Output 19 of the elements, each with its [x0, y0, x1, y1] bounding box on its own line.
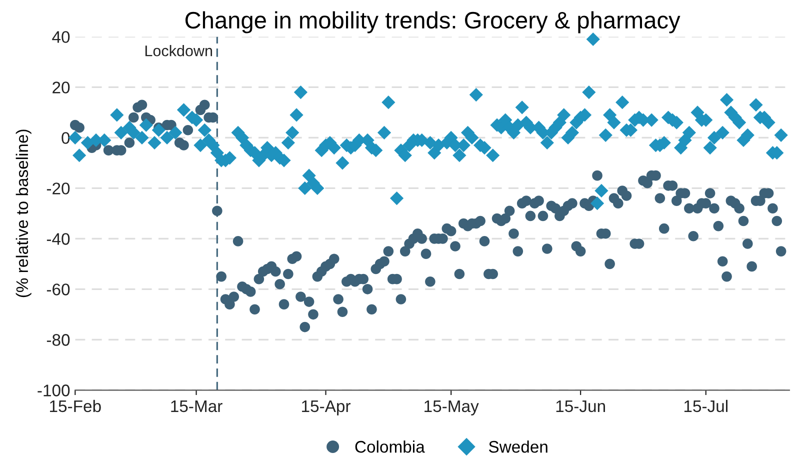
y-tick-label: -40 — [46, 233, 70, 245]
y-axis-title: (% relative to baseline) — [16, 130, 32, 298]
legend-label: Colombia — [355, 440, 425, 453]
x-tick-label: 15-Apr — [302, 400, 351, 416]
x-tick-label: 15-Mar — [171, 400, 222, 412]
y-tick-label: -20 — [46, 182, 70, 194]
legend-label: Sweden — [488, 440, 548, 453]
y-tick-label: -80 — [46, 334, 70, 346]
y-tick-label: 20 — [52, 82, 70, 94]
x-tick-label: 15-May — [424, 400, 479, 416]
ref-line-label: Lockdown — [145, 45, 212, 56]
y-tick-label: 0 — [62, 132, 70, 144]
y-tick-label: -60 — [46, 284, 70, 296]
chart-title: Change in mobility trends: Grocery & pharmacy — [185, 11, 680, 34]
x-tick-label: 15-Jun — [556, 400, 605, 412]
y-tick-label: 40 — [52, 31, 70, 43]
x-tick-label: 15-Jul — [684, 400, 728, 412]
x-tick-label: 15-Feb — [50, 400, 101, 412]
y-tick-label: -100 — [38, 384, 70, 396]
